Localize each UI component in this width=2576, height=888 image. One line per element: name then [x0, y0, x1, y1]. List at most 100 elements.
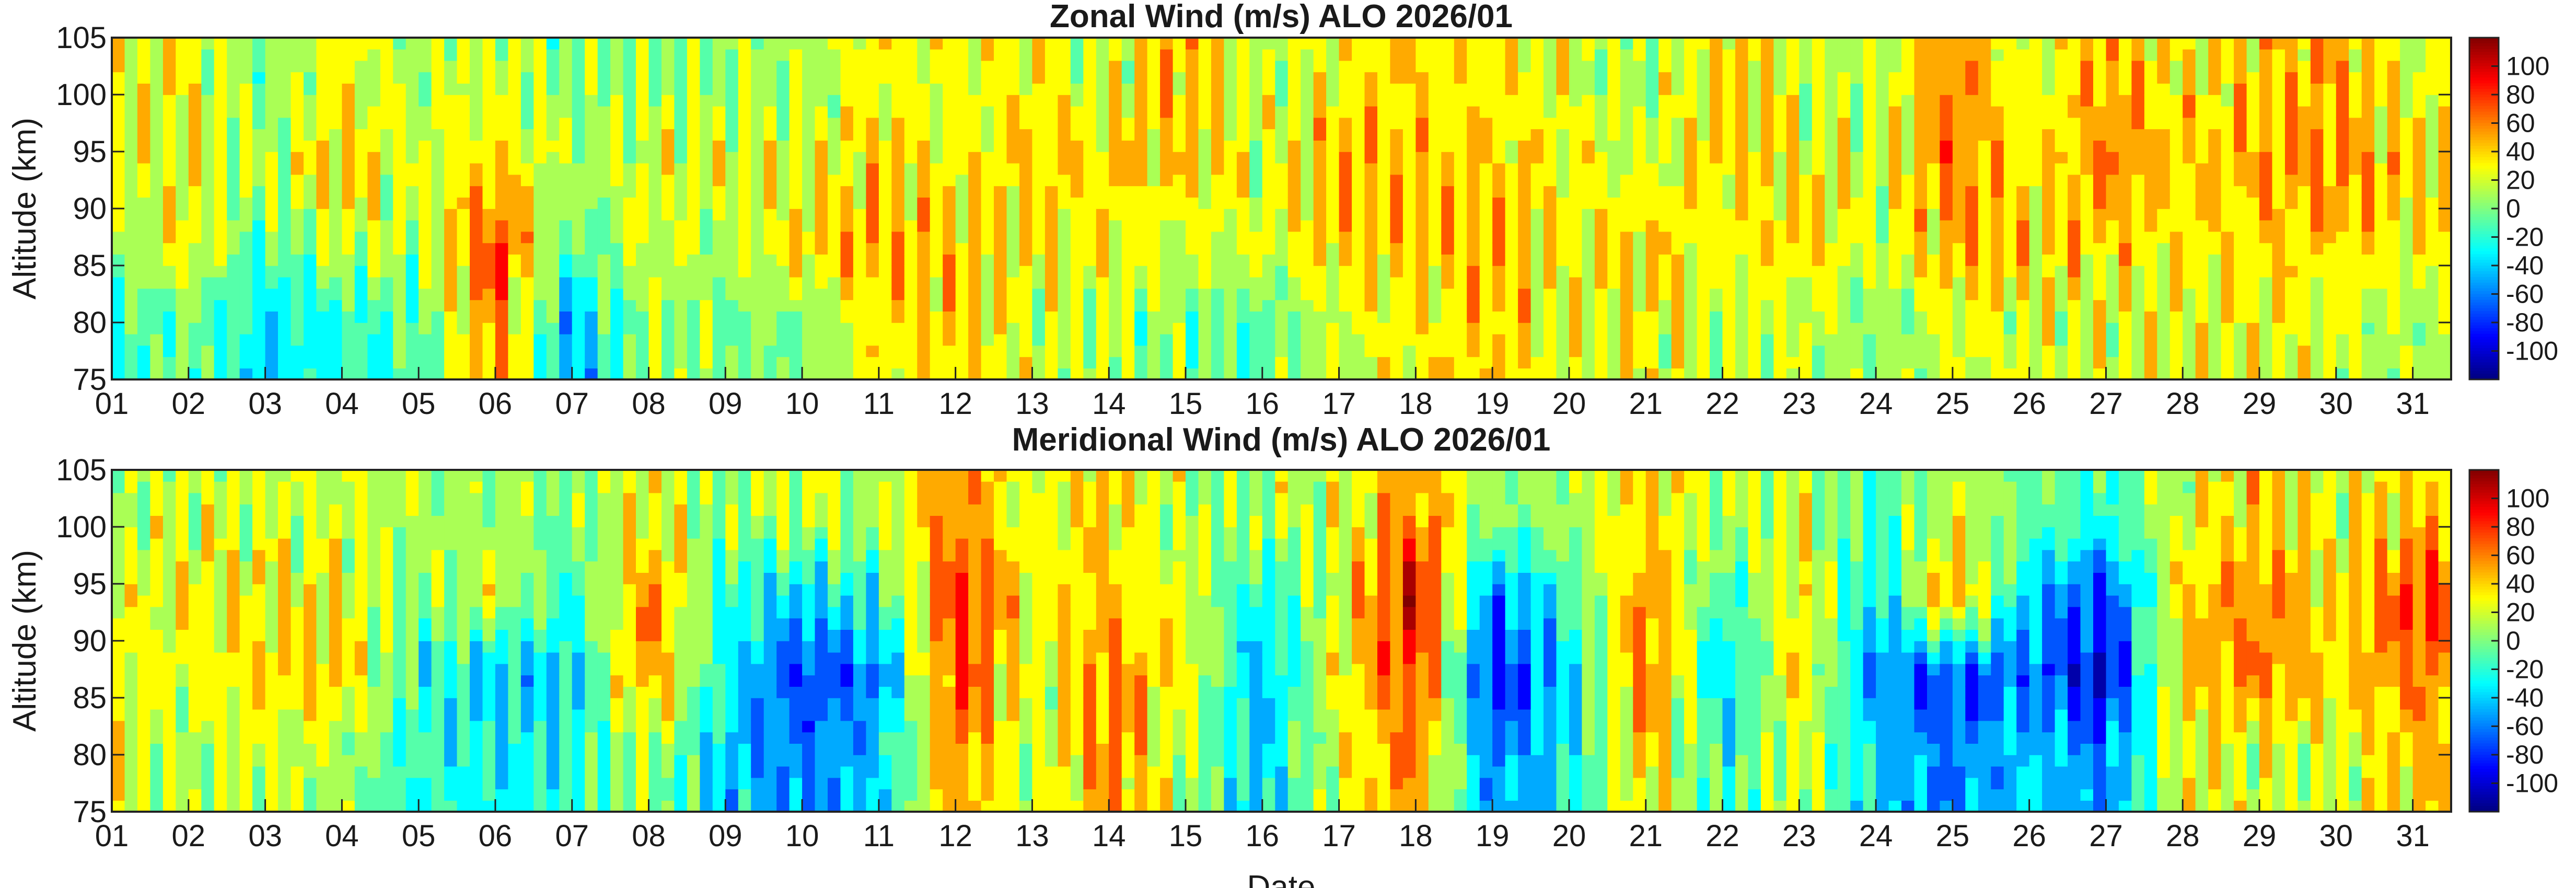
- heatmap-cell: [1837, 368, 1851, 380]
- heatmap-cell: [1249, 266, 1263, 278]
- heatmap-cell: [1160, 345, 1174, 357]
- heatmap-cell: [1799, 276, 1813, 289]
- heatmap-cell: [738, 60, 752, 73]
- heatmap-cell: [763, 220, 777, 232]
- heatmap-cell: [904, 163, 918, 175]
- heatmap-cell: [2118, 288, 2132, 301]
- heatmap-cell: [1083, 288, 1097, 301]
- heatmap-cell: [1441, 333, 1455, 346]
- heatmap-cell: [904, 311, 918, 323]
- heatmap-cell: [1006, 243, 1020, 255]
- heatmap-cell: [559, 95, 573, 107]
- heatmap-cell: [1377, 333, 1391, 346]
- heatmap-cell: [163, 231, 177, 244]
- heatmap-cell: [2042, 220, 2056, 232]
- heatmap-cell: [1301, 209, 1314, 221]
- heatmap-cell: [930, 311, 943, 323]
- heatmap-cell: [1582, 288, 1595, 301]
- heatmap-cell: [1888, 266, 1902, 278]
- heatmap-cell: [393, 117, 407, 130]
- heatmap-cell: [188, 311, 202, 323]
- heatmap-cell: [2068, 276, 2081, 289]
- heatmap-cell: [1224, 356, 1237, 368]
- heatmap-cell: [1083, 356, 1097, 368]
- heatmap-cell: [1492, 311, 1506, 323]
- heatmap-cell: [227, 186, 240, 198]
- heatmap-cell: [866, 243, 879, 255]
- heatmap-cell: [763, 231, 777, 244]
- heatmap-cell: [520, 83, 535, 95]
- heatmap-cell: [1505, 299, 1518, 312]
- heatmap-cell: [1186, 106, 1199, 118]
- heatmap-cell: [1287, 311, 1301, 323]
- heatmap-cell: [1364, 345, 1378, 357]
- heatmap-cell: [1262, 288, 1276, 301]
- heatmap-cell: [1837, 95, 1851, 107]
- heatmap-cell: [1249, 83, 1263, 95]
- heatmap-cell: [2234, 254, 2247, 266]
- heatmap-cell: [610, 60, 624, 73]
- heatmap-cell: [2029, 333, 2043, 346]
- heatmap-cell: [1236, 209, 1250, 221]
- heatmap-cell: [917, 186, 931, 198]
- heatmap-cell: [2169, 243, 2184, 255]
- heatmap-cell: [751, 231, 764, 244]
- heatmap-cell: [866, 220, 879, 232]
- heatmap-cell: [1530, 117, 1544, 130]
- heatmap-cell: [943, 117, 956, 130]
- heatmap-cell: [1326, 333, 1340, 346]
- heatmap-cell: [1339, 197, 1352, 209]
- heatmap-cell: [2208, 152, 2222, 164]
- heatmap-cell: [1058, 276, 1071, 289]
- heatmap-cell: [751, 356, 764, 368]
- heatmap-cell: [1786, 49, 1800, 61]
- heatmap-cell: [2080, 49, 2094, 61]
- heatmap-cell: [329, 72, 343, 84]
- heatmap-cell: [1837, 356, 1851, 368]
- heatmap-cell: [1530, 163, 1544, 175]
- heatmap-cell: [1978, 152, 1992, 164]
- heatmap-cell: [482, 368, 496, 380]
- heatmap-cell: [2003, 266, 2017, 278]
- heatmap-cell: [457, 38, 470, 50]
- heatmap-cell: [1671, 288, 1685, 301]
- heatmap-cell: [1224, 60, 1237, 73]
- heatmap-cell: [265, 368, 279, 380]
- heatmap-cell: [2042, 38, 2056, 50]
- heatmap-cell: [1415, 356, 1429, 368]
- heatmap-cell: [1710, 333, 1723, 346]
- heatmap-cell: [981, 49, 994, 61]
- heatmap-cell: [1275, 333, 1289, 346]
- heatmap-cell: [1952, 243, 1966, 255]
- heatmap-cell: [520, 117, 535, 130]
- heatmap-cell: [636, 288, 649, 301]
- heatmap-cell: [776, 333, 790, 346]
- heatmap-cell: [1671, 322, 1685, 335]
- heatmap-cell: [1121, 322, 1135, 335]
- heatmap-cell: [150, 152, 164, 164]
- heatmap-cell: [124, 356, 138, 368]
- heatmap-cell: [1582, 197, 1595, 209]
- heatmap-cell: [1901, 220, 1915, 232]
- heatmap-cell: [354, 254, 368, 266]
- heatmap-cell: [853, 163, 867, 175]
- heatmap-cell: [943, 243, 956, 255]
- heatmap-cell: [712, 333, 726, 346]
- heatmap-cell: [1786, 152, 1800, 164]
- heatmap-cell: [380, 220, 394, 232]
- heatmap-cell: [1799, 231, 1813, 244]
- heatmap-cell: [482, 356, 496, 368]
- heatmap-cell: [968, 288, 982, 301]
- heatmap-cell: [2042, 299, 2056, 312]
- heatmap-cell: [1850, 356, 1864, 368]
- heatmap-cell: [1390, 220, 1403, 232]
- heatmap-cell: [1582, 368, 1595, 380]
- heatmap-cell: [137, 231, 151, 244]
- heatmap-cell: [1045, 95, 1059, 107]
- heatmap-cell: [354, 299, 368, 312]
- heatmap-cell: [1760, 163, 1774, 175]
- heatmap-cell: [1569, 209, 1583, 221]
- heatmap-cell: [662, 356, 675, 368]
- heatmap-cell: [508, 266, 521, 278]
- heatmap-cell: [1326, 117, 1340, 130]
